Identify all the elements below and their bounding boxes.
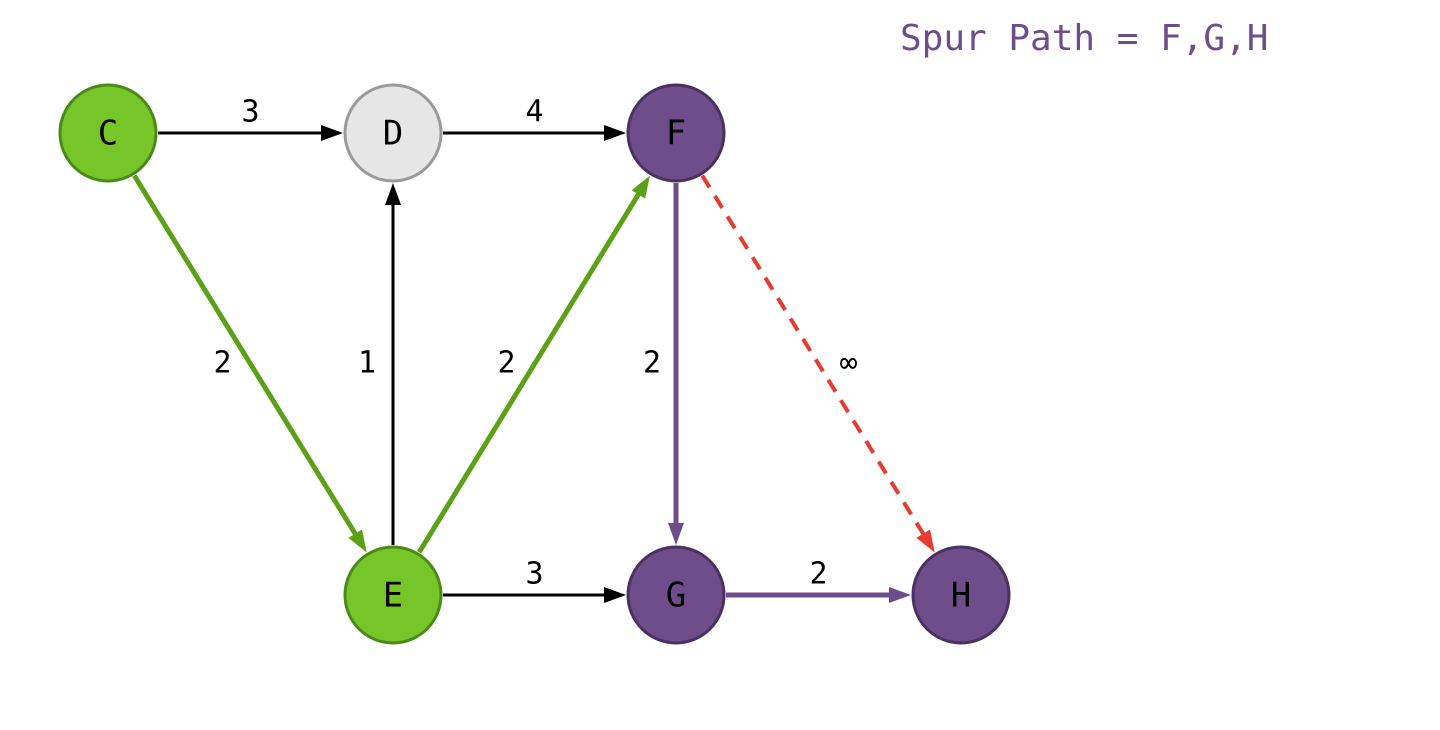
edge-F-H <box>702 176 924 536</box>
arrowhead-E-G <box>604 587 626 603</box>
edges-layer <box>134 125 934 603</box>
node-label-D: D <box>383 114 403 154</box>
edge-weight-C-D: 3 <box>241 95 259 130</box>
node-label-F: F <box>666 114 686 154</box>
arrowhead-E-F <box>632 176 650 199</box>
edge-C-E <box>134 176 356 536</box>
labels-layer: 3 4 2 1 2 3 2 2 ∞ <box>213 95 857 592</box>
edge-weight-E-G: 3 <box>525 557 543 592</box>
edge-weight-C-E: 2 <box>213 346 231 381</box>
arrowhead-C-E <box>348 530 366 553</box>
edge-weight-D-F: 4 <box>525 95 543 130</box>
edge-weight-G-H: 2 <box>809 557 827 592</box>
arrowhead-G-H <box>889 587 911 603</box>
node-label-G: G <box>666 576 686 616</box>
arrowhead-E-D <box>385 183 401 205</box>
node-label-H: H <box>951 576 971 616</box>
arrowhead-F-G <box>668 523 684 545</box>
edge-weight-F-H: ∞ <box>839 346 857 381</box>
graph-diagram: C D F E G H 3 4 2 1 2 3 2 2 ∞ Spur Path = F,G,H <box>0 0 1440 730</box>
edge-E-F <box>419 193 639 553</box>
edge-weight-F-G: 2 <box>643 346 661 381</box>
edge-weight-E-D: 1 <box>358 346 376 381</box>
node-label-C: C <box>98 114 118 154</box>
spur-path-title: Spur Path = F,G,H <box>900 18 1268 59</box>
edge-weight-E-F: 2 <box>497 346 515 381</box>
arrowhead-F-H <box>916 530 934 553</box>
arrowhead-D-F <box>604 125 626 141</box>
arrowhead-C-D <box>321 125 343 141</box>
node-label-E: E <box>383 576 403 616</box>
